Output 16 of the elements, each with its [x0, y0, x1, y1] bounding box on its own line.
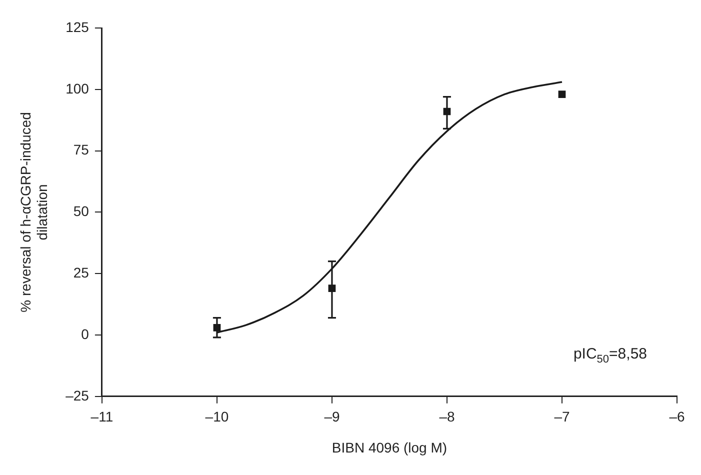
y-tick-label: 0	[81, 326, 90, 342]
x-tick-label: –6	[669, 408, 685, 425]
x-tick-label: –8	[439, 408, 455, 425]
y-tick-label: 100	[66, 80, 90, 96]
x-axis-title: BIBN 4096 (log M)	[332, 439, 448, 456]
y-tick-label: –25	[66, 387, 90, 404]
y-tick-label: 125	[66, 18, 90, 35]
x-tick-label: –11	[90, 408, 114, 425]
y-axis-title: % reversal of h-αCGRP-induced dilatation	[17, 112, 50, 312]
x-tick-label: –9	[324, 408, 340, 425]
point	[558, 90, 566, 98]
y-tick-label: 75	[73, 142, 90, 158]
x-tick-label: –7	[554, 408, 570, 425]
y-tick-label: 50	[73, 203, 90, 220]
x-tick-label: –10	[205, 408, 229, 425]
y-tick-label: 25	[73, 264, 90, 280]
